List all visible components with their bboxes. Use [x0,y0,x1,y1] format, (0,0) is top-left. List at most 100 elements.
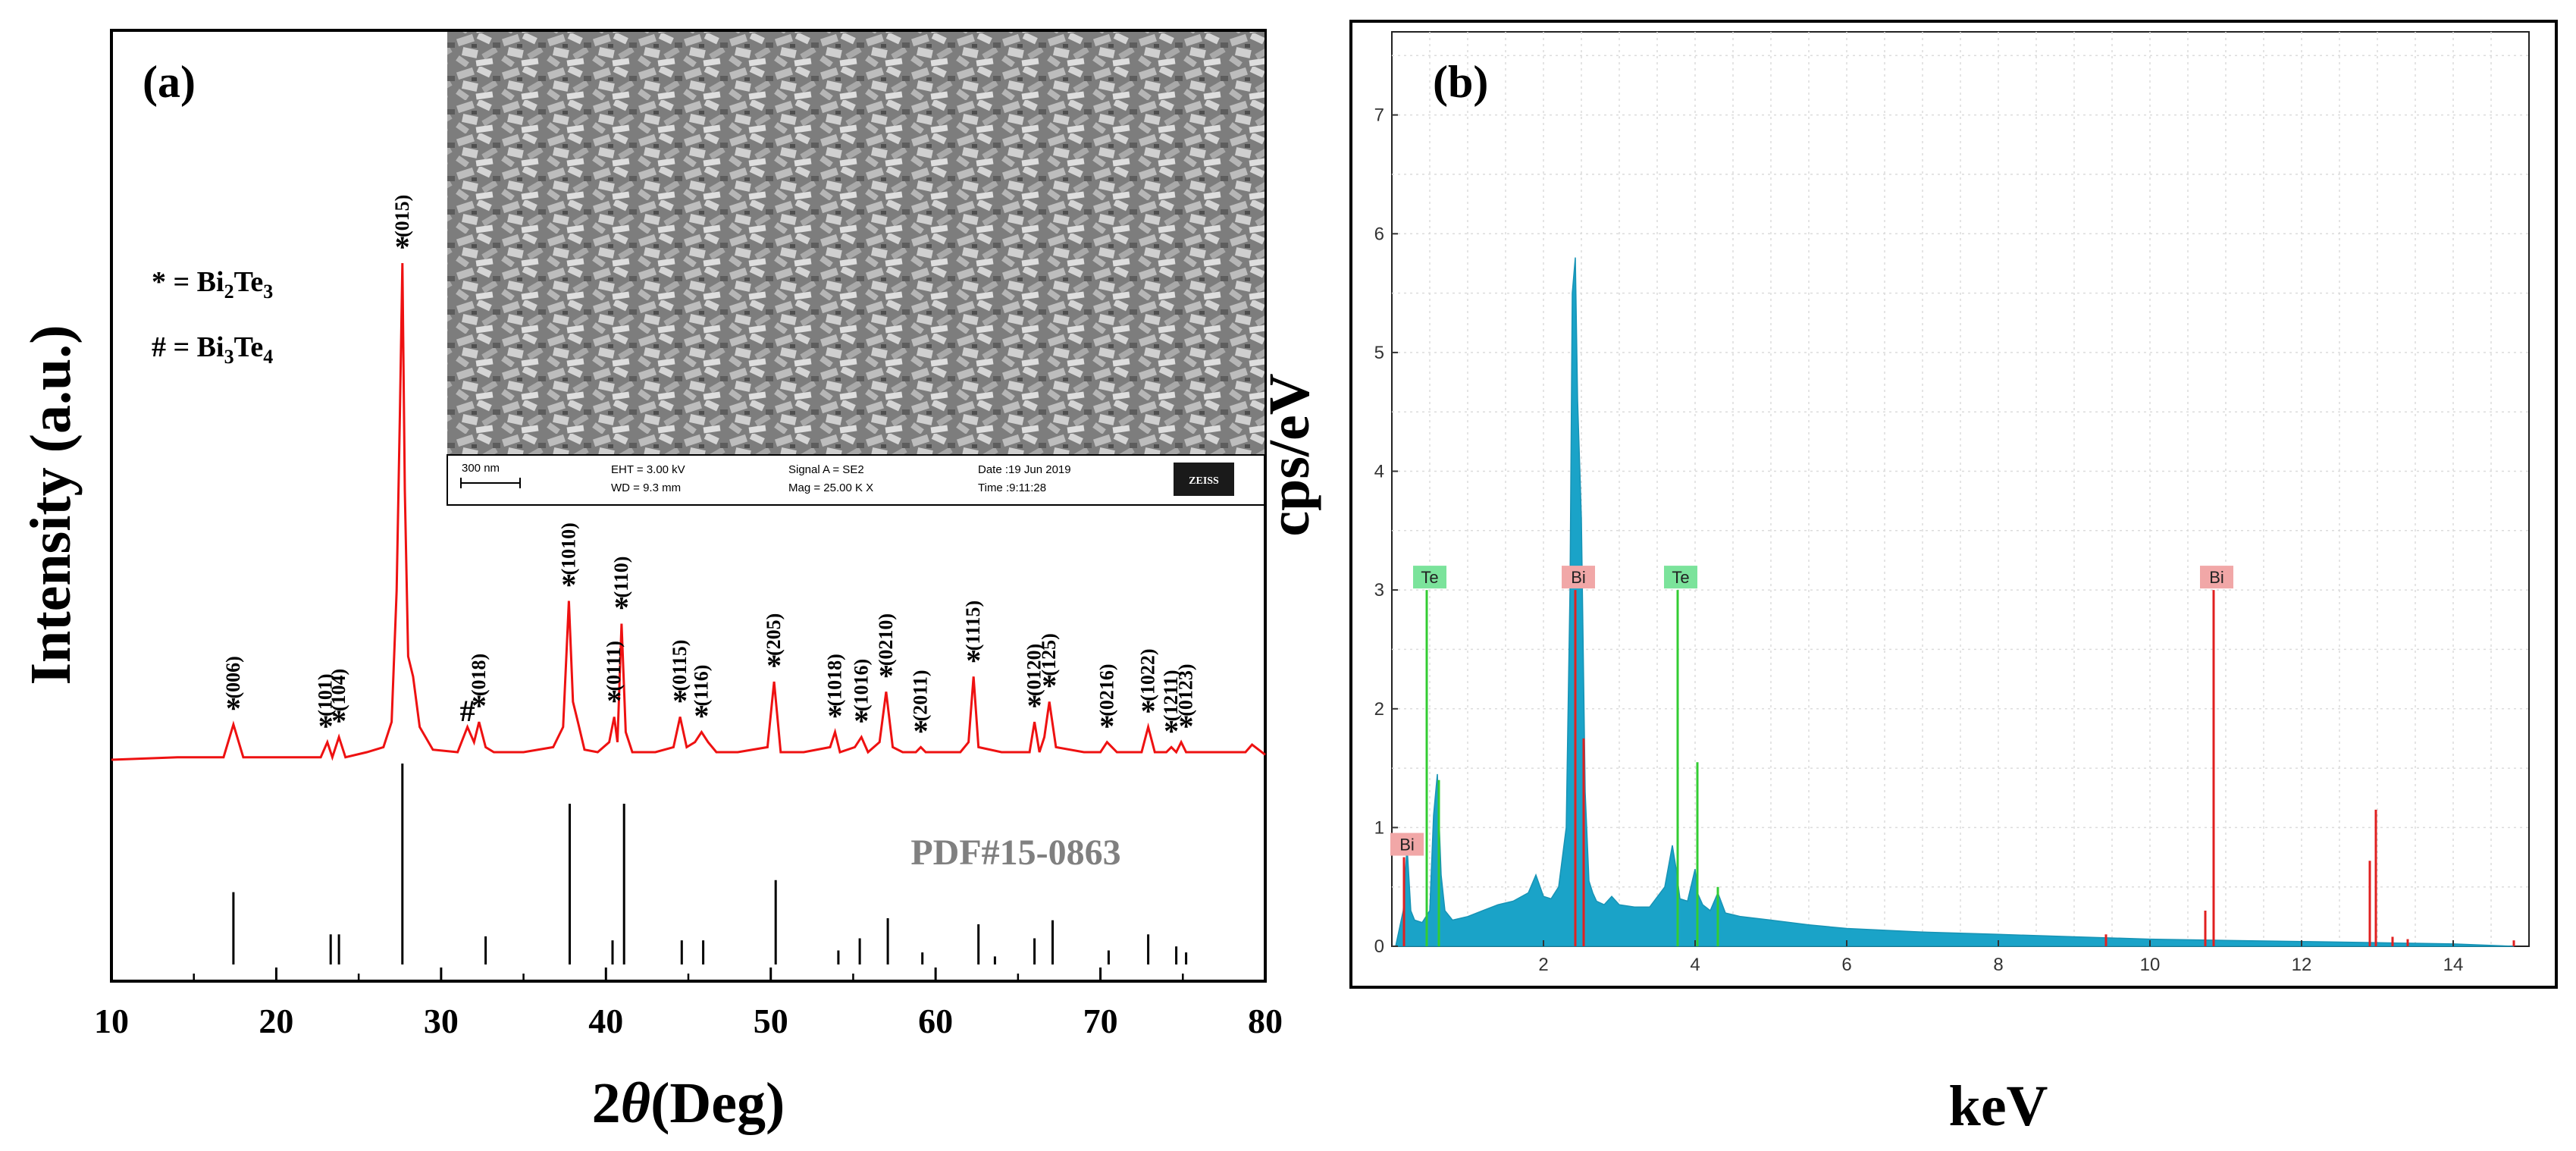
x-tick-label: 10 [2140,955,2161,975]
xrd-x-axis-label: 2θ(Deg) [592,1071,785,1135]
peak-label: (006) [222,656,244,698]
sem-wd: WD = 9.3 mm [611,481,681,494]
sem-info-bar [447,454,1265,506]
peak-label: (0111) [603,641,625,691]
eds-spectrum-area [1395,257,2515,947]
peak-symbol: * [318,709,334,743]
sem-signal: Signal A = SE2 [788,463,864,476]
element-tag-label: Bi [2209,568,2224,587]
element-tag-label: Te [1421,568,1438,587]
peak-symbol: * [914,713,929,748]
element-tag-box [1664,566,1697,589]
sem-scale-bar [460,478,521,488]
reference-bars [232,764,1188,964]
xrd-panel: (a) 300 nm EHT = 3.00 kV WD = 9.3 mm Sig… [19,29,1283,1135]
element-tag-label: Bi [1399,836,1415,855]
x-tick-label: 14 [2443,955,2464,975]
peak-label: (1016) [850,659,872,711]
peak-symbol: * [1141,694,1156,728]
eds-element-lines: Bi Te Bi Te Bi [1390,566,2515,946]
eds-gridlines [1392,32,2529,946]
peak-label: (116) [690,665,712,707]
reference-label: PDF#15-0863 [910,833,1120,873]
element-tag-label: Bi [1571,568,1586,587]
x-tick-label: 70 [1083,1002,1118,1040]
y-tick-label: 2 [1374,699,1384,720]
peak-label: (0115) [669,640,691,692]
peak-symbol: * [561,568,576,602]
peak-symbol: * [1164,713,1179,748]
y-tick-label: 3 [1374,580,1384,601]
xrd-x-axis-ticks: 10 20 30 40 50 60 70 80 [94,968,1283,1040]
peak-symbol: * [331,704,346,738]
peak-symbol: * [1099,709,1114,743]
peak-label: (1211) [1160,670,1182,722]
x-tick-label: 40 [588,1002,623,1040]
peak-symbol: * [606,684,622,718]
peak-symbol: * [766,648,782,682]
sem-inset: 300 nm EHT = 3.00 kV WD = 9.3 mm Signal … [447,32,1265,506]
peak-label: (0123) [1175,663,1197,716]
peak-label: (101) [315,673,337,716]
x-tick-label: 60 [918,1002,953,1040]
x-tick-label: 10 [94,1002,129,1040]
x-tick-label: 8 [1993,955,2003,975]
element-tag-label: Te [1672,568,1689,587]
xrd-legend: * = Bi2Te3 # = Bi3Te4 [152,266,273,368]
peak-label: (1018) [824,654,846,706]
peak-label: (018) [468,654,490,696]
x-tick-label: 12 [2292,955,2312,975]
peak-symbol: * [472,688,487,723]
legend-bi2te3: * = Bi2Te3 [152,266,273,303]
x-tick-label: 4 [1690,955,1700,975]
sem-scale-label: 300 nm [462,462,500,475]
peak-label: (1010) [557,522,579,575]
peak-symbol: * [1179,709,1194,743]
sem-time: Time :9:11:28 [978,481,1046,494]
peak-label: (0210) [875,613,897,666]
y-tick-label: 0 [1374,936,1384,957]
peak-markers: *(006)*(101)*(104)*(015)#*(018)*(1010)*(… [222,195,1197,748]
sem-mag: Mag = 25.00 K X [788,481,873,494]
y-tick-label: 5 [1374,343,1384,363]
element-tag-box [1562,566,1595,589]
element-tag-box [1390,833,1424,856]
y-tick-label: 4 [1374,462,1384,482]
peak-symbol: # [460,694,475,728]
peak-symbol: * [1042,669,1057,703]
xrd-y-axis-label: Intensity (a.u.) [19,325,83,685]
peak-label: (205) [763,613,785,656]
peak-symbol: * [879,658,894,692]
peak-label: (0216) [1095,663,1117,716]
zeiss-logo-text: ZEISS [1189,475,1219,487]
element-tag-box [1413,566,1446,589]
y-tick-label: 7 [1374,105,1384,126]
zeiss-logo [1174,463,1234,496]
x-tick-label: 30 [424,1002,459,1040]
peak-symbol: * [395,230,410,264]
peak-label: (1115) [962,601,984,651]
sem-image [447,32,1264,455]
xrd-panel-label: (a) [143,57,196,107]
x-tick-label: 50 [754,1002,788,1040]
peak-symbol: * [828,699,843,733]
peak-label: (125) [1038,633,1060,676]
y-tick-label: 1 [1374,817,1384,838]
peak-label: (1022) [1137,648,1159,701]
x-tick-label: 6 [1841,955,1851,975]
sem-date: Date :19 Jun 2019 [978,463,1071,476]
element-tag-box [2200,566,2233,589]
sem-eht: EHT = 3.00 kV [611,463,685,476]
peak-symbol: * [614,591,629,625]
peak-symbol: * [672,684,688,718]
x-tick-label: 2 [1538,955,1548,975]
peak-symbol: * [966,643,981,677]
peak-label: (0120) [1023,644,1045,696]
peak-symbol: * [854,704,869,738]
eds-outer-frame [1349,20,2558,989]
x-tick-label: 20 [259,1002,293,1040]
eds-panel-label: (b) [1433,57,1488,107]
peak-label: (015) [391,195,413,237]
